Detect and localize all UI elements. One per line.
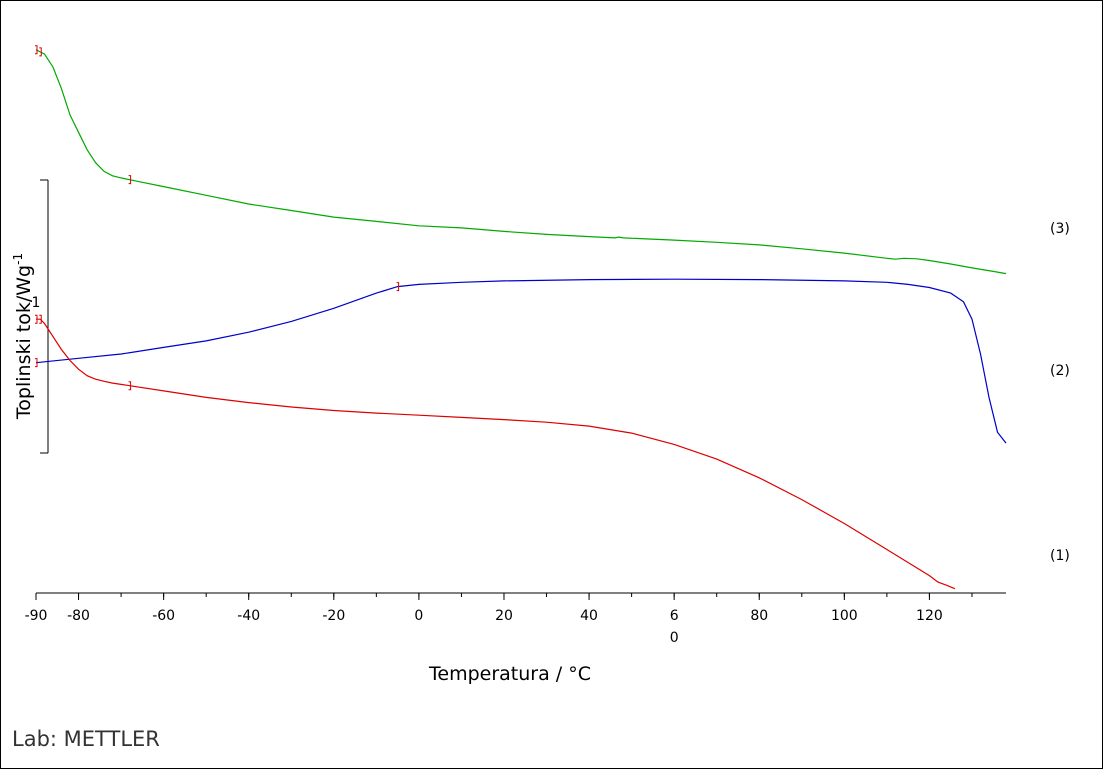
x-axis: -90 -80 -60 -40 -20 0 20 40 6 0 80 100 120 <box>25 592 1006 646</box>
series-label-3: (3) <box>1050 221 1070 237</box>
series-label-2: (2) <box>1050 363 1070 379</box>
lab-label: Lab: METTLER <box>12 727 160 751</box>
x-tick-label: -90 <box>25 608 48 624</box>
onset-marker <box>35 358 38 368</box>
scale-bar-label: 1 <box>32 295 41 311</box>
series-label-1: (1) <box>1050 548 1070 564</box>
y-axis-title-superscript: -1 <box>11 253 25 265</box>
onset-marker <box>39 47 42 57</box>
onset-marker <box>128 381 132 391</box>
onset-marker <box>128 175 132 185</box>
y-axis-title: Toplinski tok/Wg-1 <box>11 253 35 420</box>
label-layer: (3) (2) (1) <box>1050 221 1070 564</box>
x-tick-label: -40 <box>237 608 260 624</box>
series-layer <box>35 49 1007 590</box>
onset-marker <box>35 314 38 324</box>
x-tick-label: 40 <box>580 608 598 624</box>
x-tick-label: 100 <box>831 608 858 624</box>
x-tick-label: 80 <box>750 608 768 624</box>
x-tick-label: -60 <box>152 608 175 624</box>
series-line-2 <box>35 278 1007 444</box>
onset-marker <box>35 45 38 55</box>
series-line-3 <box>35 49 1007 275</box>
x-tick-label: -80 <box>67 608 90 624</box>
onset-marker <box>396 282 400 292</box>
x-axis-title: Temperatura / °C <box>428 663 591 685</box>
x-tick-label: -20 <box>322 608 345 624</box>
y-axis-title-main: Toplinski tok/Wg <box>13 265 35 420</box>
x-tick-label: 120 <box>916 608 943 624</box>
series-line-1 <box>36 318 956 590</box>
marker-layer <box>35 45 400 391</box>
x-tick-label: 0 <box>414 608 423 624</box>
onset-marker <box>39 314 42 324</box>
x-tick-label: 20 <box>495 608 513 624</box>
scale-bar: 1 <box>32 179 49 454</box>
